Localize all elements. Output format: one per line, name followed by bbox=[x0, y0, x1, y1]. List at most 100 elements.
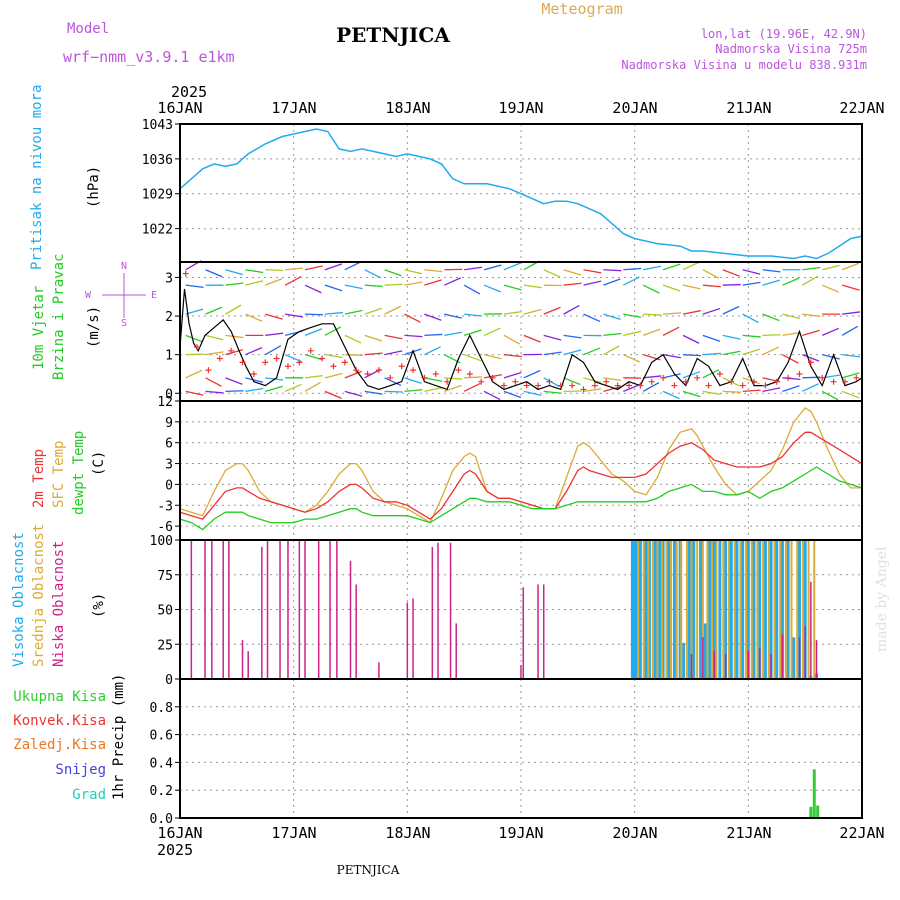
wind-gust-marker bbox=[671, 382, 678, 389]
wind-gust-marker bbox=[648, 378, 655, 385]
wind-barb bbox=[424, 279, 442, 286]
wind-barb bbox=[364, 269, 382, 279]
low-cloud-bar bbox=[412, 598, 414, 679]
high-cloud-bar bbox=[658, 540, 662, 679]
wind-gust-marker bbox=[580, 386, 587, 393]
wind-barb bbox=[265, 313, 283, 320]
mid-cloud-label: Srednja Oblacnost bbox=[31, 524, 47, 667]
mid-cloud-bar bbox=[706, 540, 709, 679]
wind-barb bbox=[444, 384, 462, 392]
wind-barb bbox=[304, 381, 321, 392]
wind-barb bbox=[444, 313, 462, 319]
mid-cloud-bar bbox=[647, 540, 650, 679]
wind-barb bbox=[324, 390, 342, 399]
high-cloud-bar bbox=[687, 540, 691, 679]
wind-gust-marker bbox=[841, 378, 848, 385]
dewpt-line bbox=[179, 466, 863, 531]
wind-barb bbox=[623, 313, 642, 318]
wind-gust-marker bbox=[273, 355, 280, 362]
wind-barb bbox=[682, 310, 701, 315]
wind-barb bbox=[802, 275, 819, 286]
wind-barb bbox=[643, 354, 661, 361]
wind-gust-marker bbox=[762, 382, 769, 389]
high-cloud-bar bbox=[780, 540, 784, 679]
high-cloud-bar bbox=[699, 540, 703, 679]
wind-barb bbox=[404, 281, 423, 286]
wind-gust-marker bbox=[591, 382, 598, 389]
model-name: wrf−nmm_v3.9.1 e1km bbox=[63, 48, 235, 66]
wind-speed-line bbox=[179, 288, 863, 391]
wind-barb bbox=[384, 377, 402, 387]
wind-barb bbox=[324, 284, 343, 292]
footer-station: PETNJICA bbox=[337, 863, 400, 877]
wind-barb bbox=[821, 390, 839, 401]
wind-barb bbox=[424, 333, 443, 337]
wind-barb bbox=[802, 329, 820, 336]
wind-barb bbox=[185, 334, 203, 343]
compass-west-label: W bbox=[85, 290, 92, 301]
wind-barb bbox=[265, 269, 284, 272]
precip-bar bbox=[816, 805, 820, 818]
wind-barb bbox=[603, 269, 622, 272]
wind-barb bbox=[424, 313, 442, 321]
high-cloud-bar bbox=[769, 540, 773, 679]
wind-barb bbox=[483, 284, 501, 293]
wind-gust-marker bbox=[705, 382, 712, 389]
t2m-line bbox=[179, 431, 863, 520]
low-cloud-bar bbox=[810, 581, 812, 679]
wind-barb bbox=[603, 278, 621, 286]
high-cloud-bar bbox=[635, 540, 639, 679]
wind-gust-marker bbox=[694, 374, 701, 381]
wind-barb bbox=[503, 262, 521, 271]
wind-barb bbox=[682, 390, 701, 398]
high-cloud-bar bbox=[797, 540, 801, 679]
wind-barb bbox=[304, 374, 323, 379]
elevation-text: Nadmorska Visina 725m bbox=[715, 42, 867, 56]
wind-barb bbox=[404, 334, 423, 338]
wind-panel: 10m Vjetar Brzina i Pravac (m/s) N W E S… bbox=[31, 254, 863, 402]
pressure-unit: (hPa) bbox=[86, 166, 102, 208]
wind-barb bbox=[344, 370, 362, 379]
y-tick-label: 0 bbox=[165, 478, 173, 493]
compass-south-label: S bbox=[121, 318, 127, 329]
wind-gust-marker bbox=[182, 270, 189, 277]
wind-barb bbox=[404, 389, 423, 392]
wind-gust-marker bbox=[625, 382, 632, 389]
y-tick-label: 100 bbox=[150, 534, 173, 549]
wind-barb bbox=[623, 276, 640, 286]
wind-gust-marker bbox=[262, 359, 269, 366]
mid-cloud-bar bbox=[701, 540, 704, 679]
y-tick-label: 1022 bbox=[142, 223, 173, 238]
mid-cloud-bar bbox=[762, 540, 765, 679]
low-cloud-bar bbox=[702, 637, 704, 679]
wind-barb bbox=[364, 390, 383, 395]
y-tick-label: 0 bbox=[165, 673, 173, 688]
wind-barb bbox=[583, 388, 602, 392]
precip-legend: Ukupna Kisa Konvek.Kisa Zaledj.Kisa Snij… bbox=[13, 689, 106, 803]
wind-barb bbox=[722, 350, 741, 356]
wind-barb bbox=[364, 352, 383, 356]
wind-barb bbox=[643, 313, 662, 316]
wind-gust-marker bbox=[296, 359, 303, 366]
y-tick-label: 2 bbox=[165, 310, 173, 325]
wind-gust-marker bbox=[819, 374, 826, 381]
wind-barb bbox=[762, 313, 780, 322]
low-cloud-bar bbox=[455, 623, 457, 679]
day-label: 18JAN bbox=[385, 99, 430, 117]
wind-gust-marker bbox=[716, 370, 723, 377]
wind-barb bbox=[503, 354, 522, 358]
mid-cloud-bar bbox=[779, 540, 782, 679]
low-cloud-bar bbox=[222, 540, 224, 679]
precip-bars bbox=[809, 769, 820, 818]
wind-gust-marker bbox=[807, 359, 814, 366]
wind-unit: (m/s) bbox=[86, 306, 102, 348]
low-cloud-bar bbox=[261, 546, 263, 679]
precip-bar bbox=[809, 806, 813, 818]
day-label: 16JAN bbox=[157, 824, 202, 842]
wind-gust-marker bbox=[410, 367, 417, 374]
wind-barb bbox=[305, 313, 324, 316]
high-cloud-bar bbox=[633, 540, 637, 679]
wind-barb bbox=[463, 354, 482, 362]
wind-barb bbox=[464, 376, 483, 379]
